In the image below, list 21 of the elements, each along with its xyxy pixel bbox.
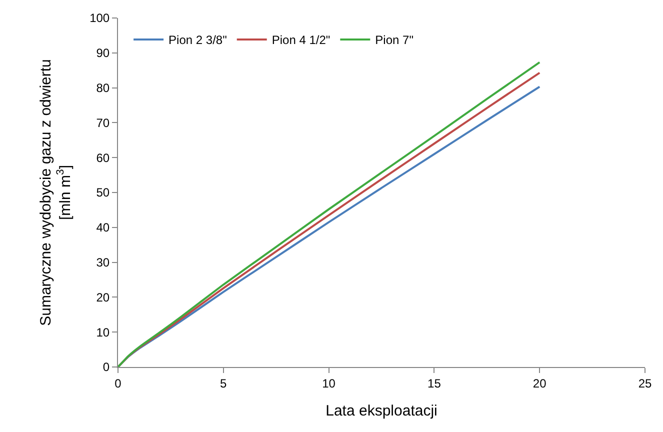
y-tick-label: 80 — [96, 81, 110, 95]
legend-label: Pion 7" — [375, 33, 414, 48]
x-axis-title: Lata eksploatacji — [326, 402, 438, 420]
y-tick-label: 0 — [102, 360, 110, 374]
x-tick-label: 15 — [428, 376, 442, 390]
y-tick-label: 20 — [96, 290, 110, 304]
x-tick-label: 20 — [532, 376, 547, 390]
x-tick-label: 10 — [322, 376, 336, 390]
x-tick-label: 25 — [638, 376, 652, 390]
y-tick-label: 50 — [96, 186, 110, 200]
y-tick-label: 90 — [96, 46, 110, 60]
x-tick-label: 5 — [220, 376, 228, 390]
x-tick-label: 0 — [114, 376, 122, 390]
y-tick-label: 70 — [96, 116, 110, 130]
y-tick-label: 40 — [96, 220, 110, 235]
legend-label: Pion 4 1/2" — [272, 33, 330, 48]
legend-label: Pion 2 3/8" — [168, 33, 227, 48]
y-tick-label: 100 — [90, 11, 110, 26]
y-tick-label: 30 — [96, 256, 110, 270]
y-tick-label: 60 — [96, 150, 110, 165]
y-tick-label: 10 — [96, 325, 110, 340]
